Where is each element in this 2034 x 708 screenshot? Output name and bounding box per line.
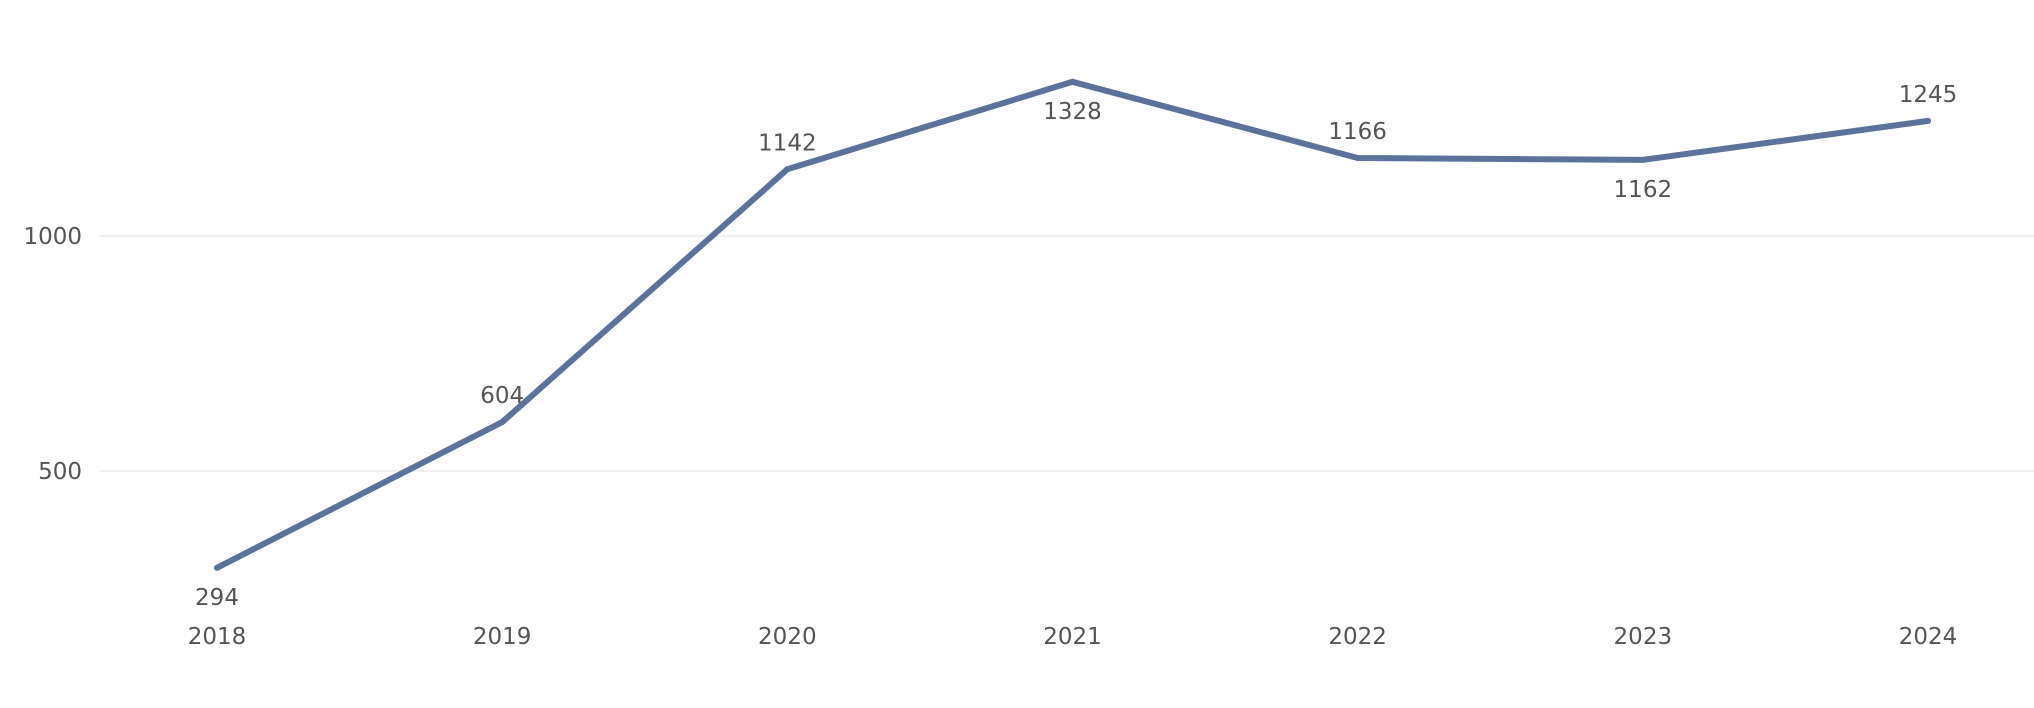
grid-layer: [100, 235, 2034, 472]
data-point: [1069, 78, 1076, 85]
data-label: 1328: [1043, 99, 1102, 125]
x-tick-label: 2021: [1043, 624, 1102, 650]
x-tick-label: 2020: [758, 624, 817, 650]
data-point: [214, 564, 220, 571]
y-tick-label: 500: [38, 459, 82, 485]
data-point: [1639, 156, 1646, 163]
data-label: 1166: [1328, 119, 1387, 145]
x-tick-label: 2023: [1614, 624, 1673, 650]
data-point: [784, 166, 791, 173]
y-axis-ticks: 500 1000: [23, 224, 82, 485]
data-label: 1162: [1614, 177, 1673, 203]
y-tick-label: 1000: [23, 224, 82, 250]
data-label: 1142: [758, 130, 817, 156]
data-point: [1925, 117, 1931, 124]
data-labels: 294 604 1142 1328 1166 1162 1245: [195, 82, 1957, 611]
series-layer: [214, 78, 1931, 571]
x-tick-label: 2018: [188, 624, 247, 650]
data-point: [1354, 154, 1361, 161]
x-tick-label: 2024: [1899, 624, 1958, 650]
data-label: 604: [480, 383, 524, 409]
data-point: [499, 419, 506, 426]
data-label: 294: [195, 585, 239, 611]
x-tick-label: 2022: [1328, 624, 1387, 650]
series-line: [214, 78, 1931, 571]
x-axis-ticks: 2018 2019 2020 2021 2022 2023 2024: [188, 624, 1958, 650]
data-label: 1245: [1899, 82, 1958, 108]
x-tick-label: 2019: [473, 624, 532, 650]
